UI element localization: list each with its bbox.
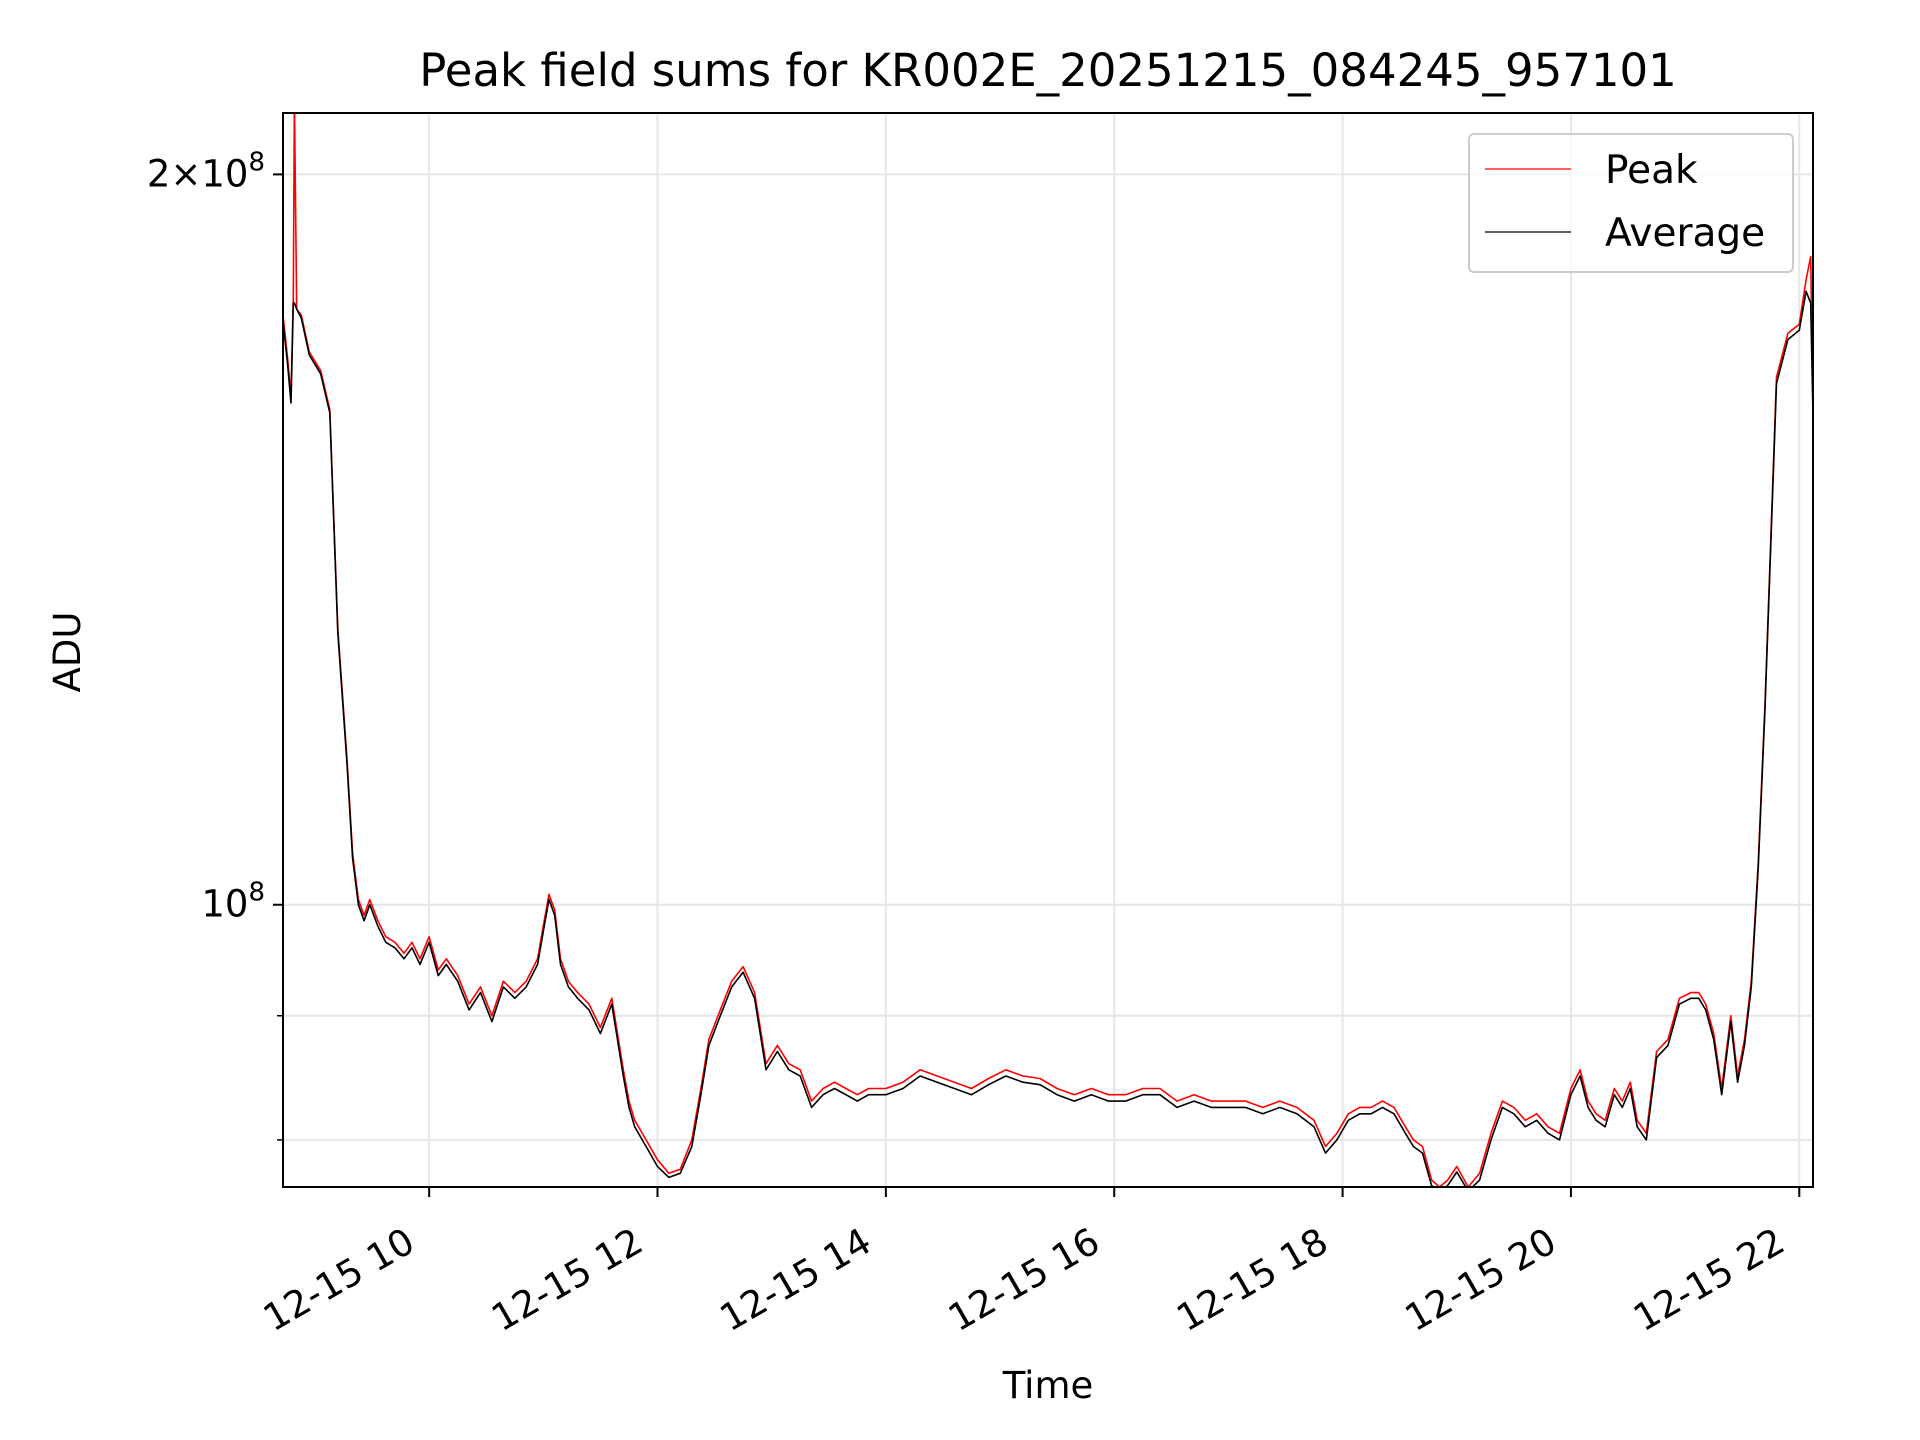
legend: Peak Average bbox=[1468, 133, 1794, 273]
chart-title: Peak field sums for KR002E_20251215_0842… bbox=[419, 44, 1677, 97]
plot-frame bbox=[282, 112, 1814, 1188]
y-tick-label: 2×108 bbox=[147, 147, 265, 195]
x-axis-title: Time bbox=[1002, 1364, 1094, 1407]
legend-label-peak: Peak bbox=[1605, 148, 1698, 193]
y-tick-label: 108 bbox=[201, 878, 265, 926]
series-layer bbox=[283, 113, 1813, 1187]
series-line-peak bbox=[283, 113, 1813, 1187]
legend-label-average: Average bbox=[1605, 211, 1765, 256]
y-axis-title: ADU bbox=[46, 612, 89, 693]
series-line-average bbox=[283, 290, 1813, 1187]
